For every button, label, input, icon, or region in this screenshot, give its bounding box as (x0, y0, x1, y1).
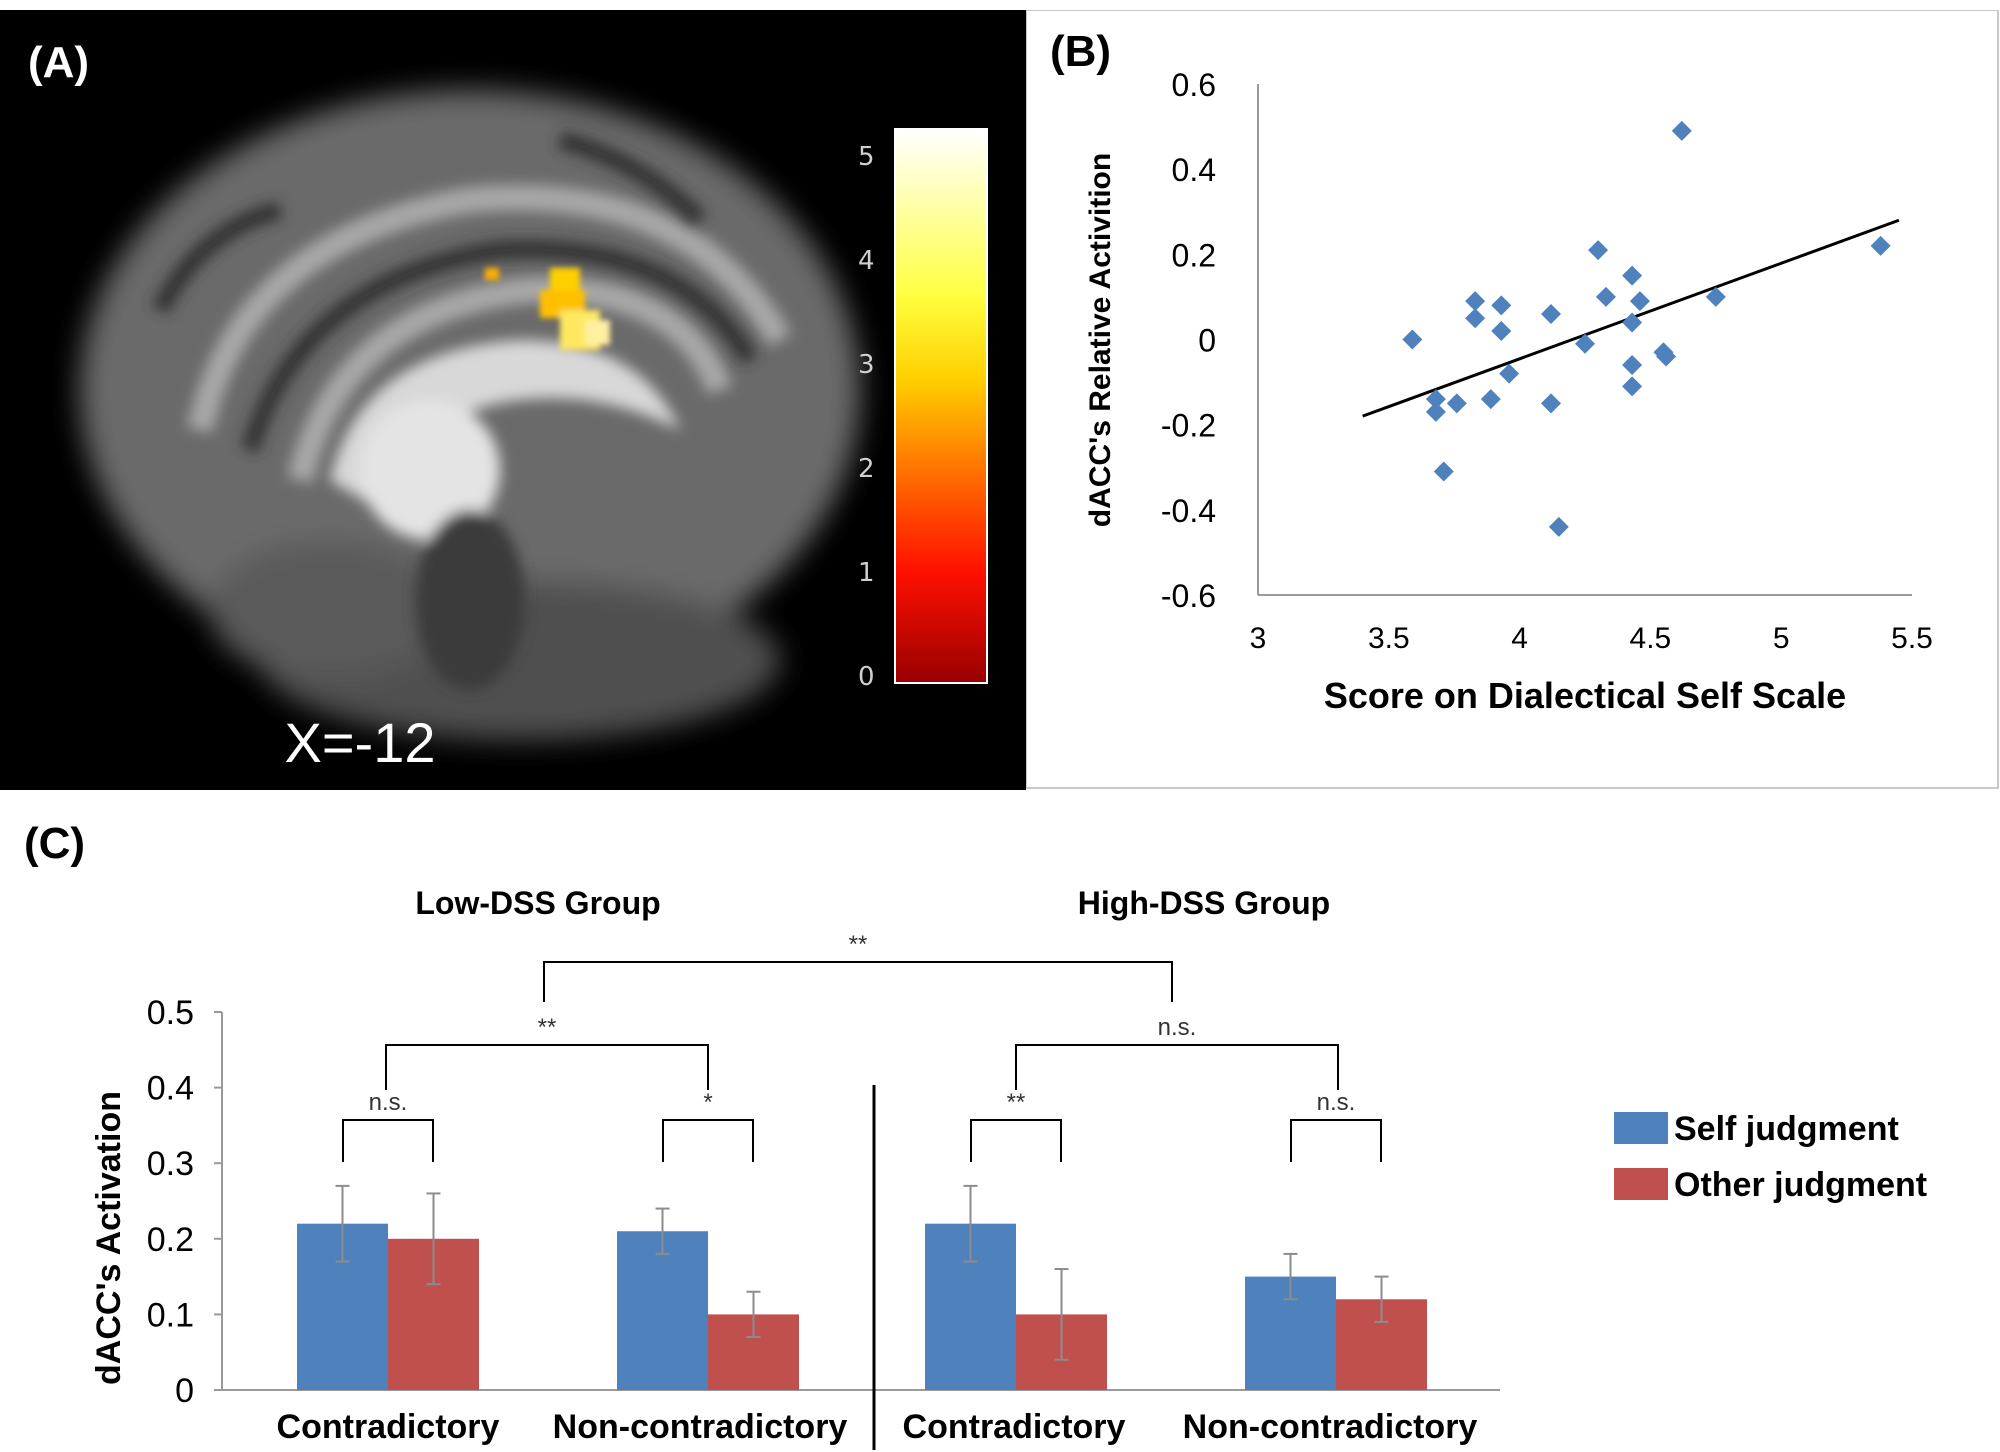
scatter-point (1548, 516, 1569, 537)
panel-label-b: (B) (1050, 27, 1111, 76)
scatter-point (1402, 329, 1423, 350)
group-label-high-dss: High-DSS Group (1078, 885, 1330, 921)
category-label: Contradictory (903, 1408, 1126, 1446)
bar-y-tick-label: 0 (175, 1372, 194, 1410)
significance-label: n.s. (1158, 1014, 1197, 1041)
significance-label: * (703, 1089, 712, 1116)
scatter-y-tick-label: -0.4 (1161, 493, 1216, 529)
legend-swatch-other (1614, 1168, 1668, 1200)
significance-bracket-pair (1290, 1119, 1382, 1162)
scatter-point (1656, 346, 1677, 367)
legend-swatch-self (1614, 1112, 1668, 1144)
scatter-point (1588, 240, 1609, 261)
scatter-x-axis-label: Score on Dialectical Self Scale (1324, 675, 1846, 716)
significance-bracket-pair (662, 1119, 754, 1162)
bar-y-tick-label: 0.3 (147, 1145, 194, 1183)
scatter-point (1446, 393, 1467, 414)
significance-label: ** (1007, 1089, 1026, 1116)
brain-image-panel: (A) 5 4 3 2 1 0 X=-12 (0, 10, 1026, 790)
bar-chart: (C) Low-DSS Group High-DSS Group dACC's … (24, 819, 1927, 1450)
scatter-point (1870, 235, 1891, 256)
significance-label: n.s. (1317, 1089, 1356, 1116)
scatter-x-tick-label: 5.5 (1891, 622, 1933, 655)
scatter-point (1705, 286, 1726, 307)
significance-label: ** (538, 1014, 557, 1041)
legend-label-self: Self judgment (1674, 1110, 1899, 1148)
scatter-point (1491, 320, 1512, 341)
scatter-x-tick-label: 4.5 (1630, 622, 1672, 655)
bar-y-tick-label: 0.2 (147, 1221, 194, 1259)
significance-bracket-pair (970, 1119, 1062, 1162)
scatter-chart: (B) 0.60.40.20-0.2-0.4-0.6 3 3.5 4 4.5 5 5.5 … (1026, 10, 1999, 789)
category-label: Non-contradictory (1183, 1408, 1478, 1446)
scatter-y-tick-label: 0.2 (1172, 237, 1216, 273)
significance-label: ** (849, 931, 868, 958)
scatter-point (1491, 295, 1512, 316)
panel-label-c: (C) (24, 819, 85, 868)
scatter-x-tick-label: 3 (1250, 622, 1267, 655)
colorbar-tick: 0 (858, 662, 875, 692)
scatter-point (1425, 401, 1446, 422)
scatter-y-tick-label: 0.6 (1172, 67, 1216, 103)
significance-label: n.s. (369, 1089, 408, 1116)
scatter-y-tick-label: -0.2 (1161, 408, 1216, 444)
legend-label-other: Other judgment (1674, 1166, 1927, 1204)
scatter-x-tick-label: 5 (1773, 622, 1790, 655)
scatter-y-axis-label: dACC's Relative Activition (1084, 153, 1117, 527)
significance-bracket-group (1015, 1044, 1339, 1090)
colorbar-tick: 2 (858, 454, 875, 484)
bar-y-tick-label: 0.4 (147, 1070, 194, 1108)
scatter-point (1425, 389, 1446, 410)
scatter-point (1622, 376, 1643, 397)
colorbar-tick: 5 (858, 142, 875, 172)
scatter-y-tick-label: -0.6 (1161, 578, 1216, 614)
scatter-x-tick-label: 3.5 (1368, 622, 1410, 655)
significance-bracket-group (385, 1044, 709, 1090)
scatter-x-tick-label: 4 (1511, 622, 1528, 655)
scatter-y-tick-label: 0.4 (1172, 152, 1216, 188)
bar-self-judgment (617, 1231, 708, 1390)
scatter-point (1575, 333, 1595, 354)
colorbar-tick: 4 (858, 246, 875, 276)
scatter-point (1595, 286, 1616, 307)
colorbar (894, 128, 988, 684)
brain-slice-caption: X=-12 (284, 711, 436, 774)
scatter-point (1465, 308, 1486, 329)
scatter-point (1540, 393, 1561, 414)
scatter-point (1629, 291, 1650, 312)
scatter-point (1671, 120, 1692, 141)
scatter-point (1622, 312, 1643, 333)
category-label: Contradictory (277, 1408, 500, 1446)
scatter-point (1622, 355, 1643, 376)
bar-y-tick-label: 0.5 (147, 994, 194, 1032)
category-label: Non-contradictory (553, 1408, 848, 1446)
scatter-y-tick-label: 0 (1198, 323, 1216, 359)
colorbar-tick: 3 (858, 350, 875, 380)
group-label-low-dss: Low-DSS Group (415, 885, 660, 921)
scatter-point (1433, 461, 1454, 482)
significance-bracket-between (543, 961, 1173, 1002)
scatter-point (1499, 363, 1520, 384)
scatter-point (1480, 389, 1501, 410)
scatter-point (1465, 291, 1486, 312)
bar-y-tick-label: 0.1 (147, 1296, 194, 1334)
colorbar-tick: 1 (858, 558, 875, 588)
panel-label-a: (A) (28, 38, 90, 87)
significance-bracket-pair (342, 1119, 434, 1162)
scatter-point (1622, 265, 1643, 286)
bar-y-axis-label: dACC's Activation (90, 1091, 128, 1385)
scatter-point (1540, 303, 1561, 324)
brain-slice-image (0, 90, 1026, 790)
